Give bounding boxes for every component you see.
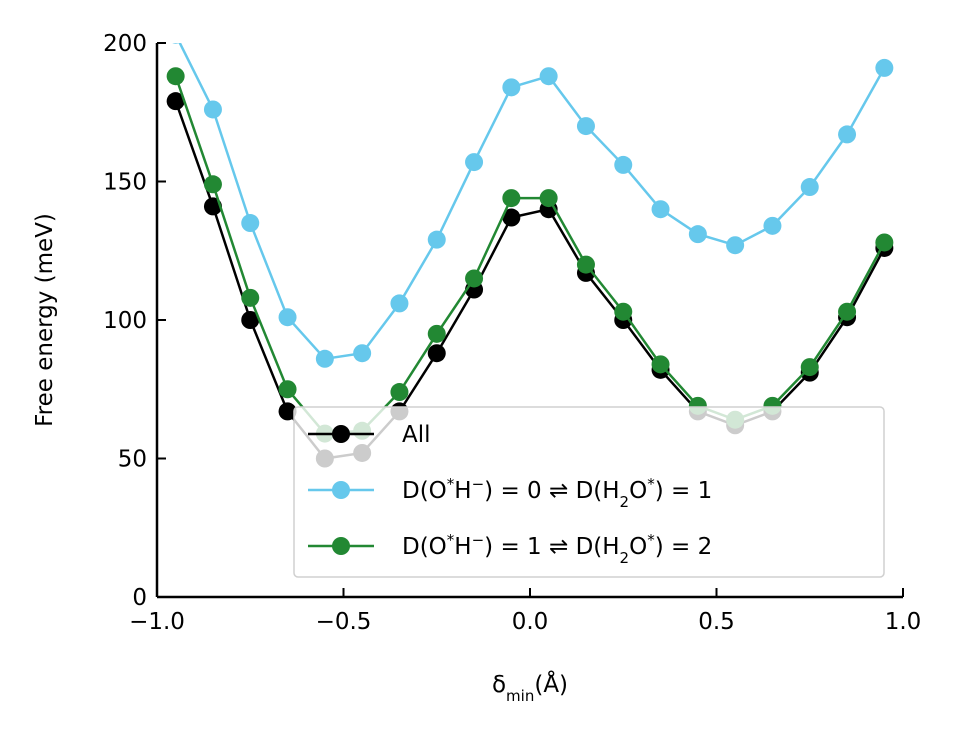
- legend-entry-2: D(O*H−) = 1 ⇌ D(H2O*) = 2: [308, 531, 712, 567]
- data-point: [651, 200, 670, 219]
- series-line: [174, 75, 886, 435]
- data-point: [763, 216, 782, 235]
- data-point: [614, 155, 633, 174]
- data-point: [278, 308, 297, 327]
- data-point: [800, 358, 819, 377]
- legend-marker: [332, 425, 350, 443]
- x-tick-label: −0.5: [316, 609, 372, 635]
- x-tick-label: 0.5: [698, 609, 735, 635]
- data-point: [203, 175, 222, 194]
- x-axis-label-main: δ: [492, 672, 506, 698]
- x-tick-label: −1.0: [129, 609, 185, 635]
- x-axis-label: δmin(Å): [492, 670, 568, 705]
- y-tick-label: 100: [103, 308, 147, 334]
- data-point: [241, 311, 260, 329]
- data-point: [203, 100, 222, 119]
- data-point: [172, 43, 180, 44]
- data-point: [502, 78, 521, 97]
- x-axis-label-sub: min: [506, 687, 534, 705]
- data-point: [502, 189, 521, 208]
- data-point: [203, 197, 222, 216]
- data-point: [390, 294, 409, 313]
- data-point: [800, 178, 819, 197]
- series-1: [172, 43, 894, 368]
- data-point: [278, 380, 297, 399]
- data-point: [614, 302, 633, 321]
- data-point: [315, 349, 334, 368]
- x-axis-label-unit: (Å): [534, 670, 568, 698]
- legend-box: [293, 406, 885, 578]
- data-point: [576, 117, 595, 136]
- series-2: [166, 67, 894, 443]
- data-point: [166, 67, 185, 86]
- legend: All D(O*H−) = 0 ⇌ D(H2O*) = 1 D(O*H−) = 1 …: [293, 406, 885, 578]
- y-tick-label: 50: [118, 447, 147, 473]
- data-point: [241, 214, 260, 233]
- data-point: [427, 324, 446, 343]
- data-point: [838, 302, 857, 321]
- x-tick-label: 1.0: [885, 609, 922, 635]
- data-point: [166, 92, 185, 111]
- y-tick-label: 150: [103, 170, 147, 196]
- data-point: [875, 233, 894, 252]
- data-point: [688, 225, 707, 244]
- data-point: [353, 344, 372, 363]
- data-point: [465, 153, 484, 172]
- data-point: [241, 288, 260, 307]
- legend-label: D(O*H−) = 0 ⇌ D(H2O*) = 1: [402, 475, 712, 511]
- axes: 0 50 100 150 200 −1.0 −0.5 0.0 0.5 1.0: [103, 31, 921, 635]
- data-point: [278, 402, 297, 421]
- legend-entry-0: All: [308, 422, 431, 448]
- data-point: [726, 236, 745, 255]
- data-point: [465, 269, 484, 288]
- legend-marker: [332, 481, 350, 499]
- x-tick-label: 0.0: [512, 609, 549, 635]
- data-point: [838, 125, 857, 144]
- legend-entry-1: D(O*H−) = 0 ⇌ D(H2O*) = 1: [308, 475, 712, 511]
- data-point: [502, 208, 521, 227]
- y-tick-label: 200: [103, 31, 147, 57]
- y-axis-label: Free energy (meV): [32, 213, 58, 427]
- data-point: [427, 344, 446, 363]
- data-point: [576, 255, 595, 274]
- data-point: [427, 230, 446, 249]
- data-point: [539, 189, 558, 208]
- data-point: [651, 355, 670, 374]
- data-point: [539, 67, 558, 86]
- data-point: [875, 58, 894, 77]
- legend-marker: [332, 537, 350, 555]
- legend-label: D(O*H−) = 1 ⇌ D(H2O*) = 2: [402, 531, 712, 567]
- legend-label: All: [402, 422, 431, 448]
- y-tick-label: 0: [132, 585, 147, 611]
- series-layer: [166, 43, 894, 468]
- data-point: [390, 383, 409, 402]
